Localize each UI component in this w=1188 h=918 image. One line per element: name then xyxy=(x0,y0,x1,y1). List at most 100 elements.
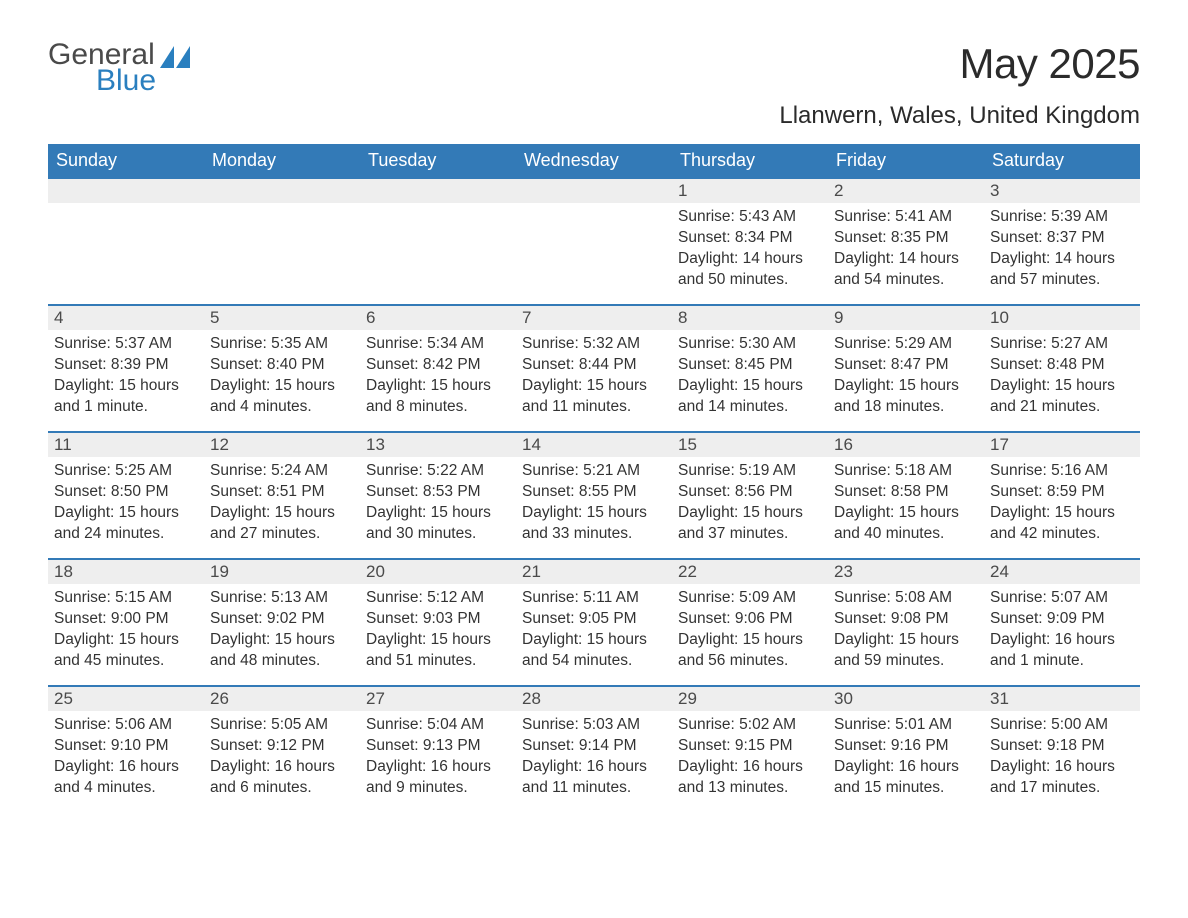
day-number xyxy=(48,179,204,203)
dow-wednesday: Wednesday xyxy=(516,144,672,177)
daylight-text: Daylight: 15 hours and 1 minute. xyxy=(54,376,198,418)
sunrise-text: Sunrise: 5:09 AM xyxy=(678,588,822,609)
day-cell: 1Sunrise: 5:43 AMSunset: 8:34 PMDaylight… xyxy=(672,179,828,304)
sunset-text: Sunset: 9:02 PM xyxy=(210,609,354,630)
sunrise-text: Sunrise: 5:16 AM xyxy=(990,461,1134,482)
sunrise-text: Sunrise: 5:08 AM xyxy=(834,588,978,609)
day-cell: 23Sunrise: 5:08 AMSunset: 9:08 PMDayligh… xyxy=(828,560,984,685)
sunrise-text: Sunrise: 5:43 AM xyxy=(678,207,822,228)
sunrise-text: Sunrise: 5:25 AM xyxy=(54,461,198,482)
daylight-text: Daylight: 16 hours and 11 minutes. xyxy=(522,757,666,799)
sunset-text: Sunset: 8:51 PM xyxy=(210,482,354,503)
sunrise-text: Sunrise: 5:15 AM xyxy=(54,588,198,609)
day-number: 4 xyxy=(48,306,204,330)
day-details: Sunrise: 5:09 AMSunset: 9:06 PMDaylight:… xyxy=(672,584,828,672)
day-cell: 28Sunrise: 5:03 AMSunset: 9:14 PMDayligh… xyxy=(516,687,672,812)
day-cell: 27Sunrise: 5:04 AMSunset: 9:13 PMDayligh… xyxy=(360,687,516,812)
day-cell: 11Sunrise: 5:25 AMSunset: 8:50 PMDayligh… xyxy=(48,433,204,558)
logo-text-block: General Blue xyxy=(48,40,156,96)
sunset-text: Sunset: 9:00 PM xyxy=(54,609,198,630)
daylight-text: Daylight: 15 hours and 14 minutes. xyxy=(678,376,822,418)
day-details: Sunrise: 5:25 AMSunset: 8:50 PMDaylight:… xyxy=(48,457,204,545)
sunset-text: Sunset: 9:18 PM xyxy=(990,736,1134,757)
day-number xyxy=(204,179,360,203)
dow-sunday: Sunday xyxy=(48,144,204,177)
day-details: Sunrise: 5:02 AMSunset: 9:15 PMDaylight:… xyxy=(672,711,828,799)
day-number: 25 xyxy=(48,687,204,711)
day-cell: 7Sunrise: 5:32 AMSunset: 8:44 PMDaylight… xyxy=(516,306,672,431)
week-row: 18Sunrise: 5:15 AMSunset: 9:00 PMDayligh… xyxy=(48,558,1140,685)
sunrise-text: Sunrise: 5:12 AM xyxy=(366,588,510,609)
sunrise-text: Sunrise: 5:07 AM xyxy=(990,588,1134,609)
day-details: Sunrise: 5:12 AMSunset: 9:03 PMDaylight:… xyxy=(360,584,516,672)
day-details: Sunrise: 5:19 AMSunset: 8:56 PMDaylight:… xyxy=(672,457,828,545)
sunrise-text: Sunrise: 5:34 AM xyxy=(366,334,510,355)
sunrise-text: Sunrise: 5:03 AM xyxy=(522,715,666,736)
day-details: Sunrise: 5:00 AMSunset: 9:18 PMDaylight:… xyxy=(984,711,1140,799)
day-number: 19 xyxy=(204,560,360,584)
day-number: 5 xyxy=(204,306,360,330)
daylight-text: Daylight: 15 hours and 56 minutes. xyxy=(678,630,822,672)
day-details: Sunrise: 5:43 AMSunset: 8:34 PMDaylight:… xyxy=(672,203,828,291)
title-block: May 2025 Llanwern, Wales, United Kingdom xyxy=(779,40,1140,130)
day-details: Sunrise: 5:39 AMSunset: 8:37 PMDaylight:… xyxy=(984,203,1140,291)
sunrise-text: Sunrise: 5:37 AM xyxy=(54,334,198,355)
sunset-text: Sunset: 9:05 PM xyxy=(522,609,666,630)
daylight-text: Daylight: 15 hours and 30 minutes. xyxy=(366,503,510,545)
day-cell: 21Sunrise: 5:11 AMSunset: 9:05 PMDayligh… xyxy=(516,560,672,685)
day-details: Sunrise: 5:01 AMSunset: 9:16 PMDaylight:… xyxy=(828,711,984,799)
day-number: 2 xyxy=(828,179,984,203)
month-title: May 2025 xyxy=(779,40,1140,88)
daylight-text: Daylight: 14 hours and 50 minutes. xyxy=(678,249,822,291)
day-details: Sunrise: 5:08 AMSunset: 9:08 PMDaylight:… xyxy=(828,584,984,672)
day-cell: 4Sunrise: 5:37 AMSunset: 8:39 PMDaylight… xyxy=(48,306,204,431)
day-cell: 16Sunrise: 5:18 AMSunset: 8:58 PMDayligh… xyxy=(828,433,984,558)
daylight-text: Daylight: 15 hours and 45 minutes. xyxy=(54,630,198,672)
day-cell: 29Sunrise: 5:02 AMSunset: 9:15 PMDayligh… xyxy=(672,687,828,812)
day-details: Sunrise: 5:37 AMSunset: 8:39 PMDaylight:… xyxy=(48,330,204,418)
daylight-text: Daylight: 16 hours and 13 minutes. xyxy=(678,757,822,799)
day-cell: 9Sunrise: 5:29 AMSunset: 8:47 PMDaylight… xyxy=(828,306,984,431)
sunset-text: Sunset: 8:37 PM xyxy=(990,228,1134,249)
sunrise-text: Sunrise: 5:11 AM xyxy=(522,588,666,609)
day-empty xyxy=(204,179,360,304)
sunset-text: Sunset: 9:15 PM xyxy=(678,736,822,757)
day-number: 26 xyxy=(204,687,360,711)
logo-blue: Blue xyxy=(96,66,156,96)
week-row: 1Sunrise: 5:43 AMSunset: 8:34 PMDaylight… xyxy=(48,177,1140,304)
day-cell: 5Sunrise: 5:35 AMSunset: 8:40 PMDaylight… xyxy=(204,306,360,431)
sunset-text: Sunset: 8:39 PM xyxy=(54,355,198,376)
day-cell: 24Sunrise: 5:07 AMSunset: 9:09 PMDayligh… xyxy=(984,560,1140,685)
day-number: 11 xyxy=(48,433,204,457)
day-number: 9 xyxy=(828,306,984,330)
day-details: Sunrise: 5:05 AMSunset: 9:12 PMDaylight:… xyxy=(204,711,360,799)
sunrise-text: Sunrise: 5:13 AM xyxy=(210,588,354,609)
daylight-text: Daylight: 15 hours and 40 minutes. xyxy=(834,503,978,545)
day-number: 6 xyxy=(360,306,516,330)
daylight-text: Daylight: 15 hours and 21 minutes. xyxy=(990,376,1134,418)
day-number: 20 xyxy=(360,560,516,584)
day-details: Sunrise: 5:03 AMSunset: 9:14 PMDaylight:… xyxy=(516,711,672,799)
day-cell: 8Sunrise: 5:30 AMSunset: 8:45 PMDaylight… xyxy=(672,306,828,431)
day-number: 1 xyxy=(672,179,828,203)
day-details: Sunrise: 5:18 AMSunset: 8:58 PMDaylight:… xyxy=(828,457,984,545)
daylight-text: Daylight: 16 hours and 4 minutes. xyxy=(54,757,198,799)
day-details: Sunrise: 5:06 AMSunset: 9:10 PMDaylight:… xyxy=(48,711,204,799)
day-cell: 10Sunrise: 5:27 AMSunset: 8:48 PMDayligh… xyxy=(984,306,1140,431)
dow-row: SundayMondayTuesdayWednesdayThursdayFrid… xyxy=(48,144,1140,177)
sunset-text: Sunset: 9:06 PM xyxy=(678,609,822,630)
sunset-text: Sunset: 8:50 PM xyxy=(54,482,198,503)
day-details: Sunrise: 5:15 AMSunset: 9:00 PMDaylight:… xyxy=(48,584,204,672)
day-number xyxy=(360,179,516,203)
sunrise-text: Sunrise: 5:06 AM xyxy=(54,715,198,736)
day-details: Sunrise: 5:21 AMSunset: 8:55 PMDaylight:… xyxy=(516,457,672,545)
sunset-text: Sunset: 9:08 PM xyxy=(834,609,978,630)
location: Llanwern, Wales, United Kingdom xyxy=(779,102,1140,130)
day-cell: 19Sunrise: 5:13 AMSunset: 9:02 PMDayligh… xyxy=(204,560,360,685)
logo: General Blue xyxy=(48,40,190,96)
sunset-text: Sunset: 9:12 PM xyxy=(210,736,354,757)
daylight-text: Daylight: 15 hours and 27 minutes. xyxy=(210,503,354,545)
day-number: 10 xyxy=(984,306,1140,330)
day-cell: 25Sunrise: 5:06 AMSunset: 9:10 PMDayligh… xyxy=(48,687,204,812)
day-details: Sunrise: 5:34 AMSunset: 8:42 PMDaylight:… xyxy=(360,330,516,418)
